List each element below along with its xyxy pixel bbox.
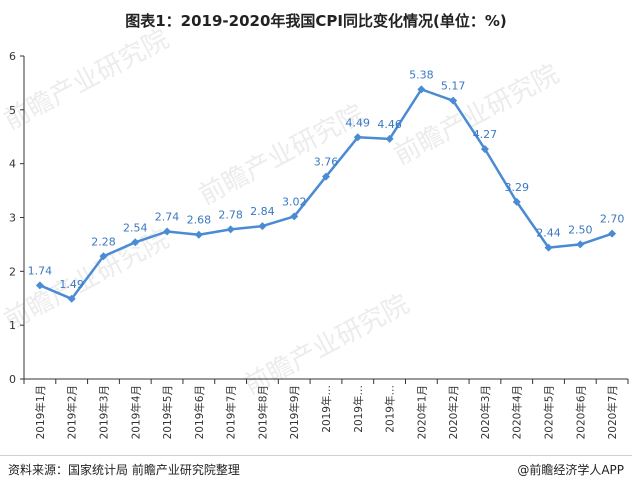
data-label: 2.74 [155,210,180,223]
x-tick-label: 2020年1月 [415,385,428,439]
data-label: 2.78 [218,208,243,221]
data-point [163,227,172,236]
data-point [67,294,76,303]
brand-credit: @前瞻经济学人APP [517,463,624,477]
y-tick-label: 4 [9,158,16,171]
axes: 0 1 2 3 4 5 6 2019年1月 2019年2月 2019年3月 2019年4月 2019年… [9,50,629,439]
y-tick-label: 2 [9,265,16,278]
y-tick-label: 5 [9,104,16,117]
data-label: 5.38 [409,68,434,81]
data-label: 2.68 [187,214,212,227]
data-point [512,197,521,206]
data-label: 2.54 [123,221,148,234]
data-point [385,134,394,143]
y-tick-label: 0 [9,373,16,386]
data-label: 2.50 [568,223,593,236]
x-tick-label: 2020年5月 [543,385,556,439]
data-point [226,225,235,234]
data-label: 2.28 [91,235,116,248]
watermark-text: 前瞻产业研究院 [239,289,414,401]
data-point [290,212,299,221]
x-tick-label: 2019年7月 [225,385,238,439]
data-point [131,238,140,247]
watermark-text: 前瞻产业研究院 [0,24,174,136]
x-tick-label: 2020年7月 [606,385,619,439]
source-note: 资料来源：国家统计局 前瞻产业研究院整理 [8,463,240,477]
x-tick-label: 2019年3月 [97,385,110,439]
data-label: 3.29 [504,181,529,194]
x-tick-label: 2019年1月 [34,385,47,439]
footer: 资料来源：国家统计局 前瞻产业研究院整理 @前瞻经济学人APP [0,455,632,484]
data-point [608,229,617,238]
data-label: 1.74 [28,264,53,277]
x-tick-label: 2019年6月 [193,385,206,439]
x-tick-label: 2019年… [352,385,365,433]
x-tick-label: 2019年… [384,385,397,433]
x-tick-label: 2019年8月 [256,385,269,439]
series-layer: 1.74 1.49 2.28 2.54 2.74 2.68 2.78 2.84 3.02 3.76… [28,68,625,303]
data-point [35,281,44,290]
x-tick-label: 2019年4月 [129,385,142,439]
data-label: 3.02 [282,195,307,208]
data-point [322,172,330,181]
x-tick-label: 2019年5月 [161,385,174,439]
data-label: 4.27 [473,128,498,141]
data-point [417,85,426,94]
y-tick-label: 1 [9,319,16,332]
data-label: 2.44 [536,227,561,240]
data-label: 3.76 [314,156,339,169]
data-label: 1.49 [59,278,84,291]
data-point [480,145,489,154]
x-tick-label: 2020年4月 [511,385,524,439]
data-point [194,230,203,239]
data-label: 2.70 [600,213,625,226]
x-tick-label: 2020年3月 [479,385,492,439]
x-tick-label: 2020年2月 [447,385,460,439]
y-tick-label: 6 [9,50,16,63]
chart-title: 图表1：2019-2020年我国CPI同比变化情况(单位：%) [125,12,507,30]
data-point [353,133,362,142]
data-label: 4.49 [346,116,371,129]
data-point [99,252,108,261]
data-point [258,222,267,231]
x-tick-label: 2020年6月 [574,385,587,439]
data-point [576,240,585,249]
data-label: 5.17 [441,80,466,93]
x-tick-label: 2019年9月 [288,385,301,439]
x-tick-label: 2019年… [320,385,333,433]
y-tick-label: 3 [9,212,16,225]
data-label: 2.84 [250,205,275,218]
data-point [449,96,458,105]
data-point [544,243,553,252]
x-tick-label: 2019年2月 [66,385,79,439]
data-label: 4.46 [377,118,402,131]
